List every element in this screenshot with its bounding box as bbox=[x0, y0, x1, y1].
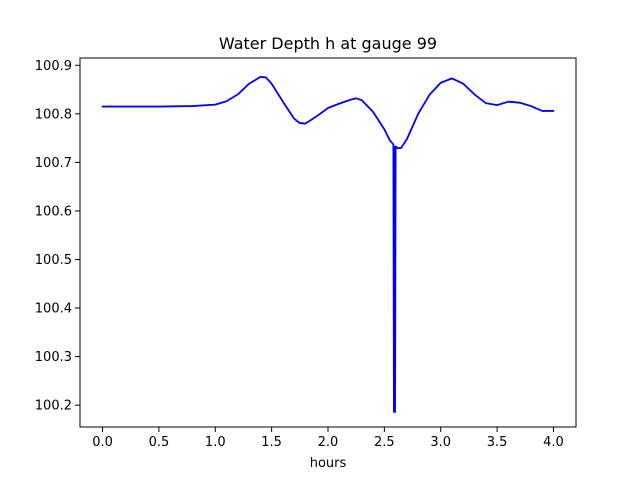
x-tick-label: 4.0 bbox=[543, 435, 564, 450]
x-tick-label: 1.5 bbox=[261, 435, 282, 450]
x-tick-label: 2.0 bbox=[318, 435, 339, 450]
y-tick-label: 100.7 bbox=[35, 156, 72, 171]
x-tick-label: 2.5 bbox=[374, 435, 395, 450]
y-tick-label: 100.3 bbox=[35, 350, 72, 365]
plot-series bbox=[101, 76, 555, 413]
y-tick-label: 100.5 bbox=[35, 253, 72, 268]
y-tick-label: 100.8 bbox=[35, 107, 72, 122]
y-tick-label: 100.4 bbox=[35, 302, 72, 317]
y-tick-label: 100.2 bbox=[35, 399, 72, 414]
x-tick-label: 3.0 bbox=[430, 435, 451, 450]
plot-area-frame bbox=[79, 57, 577, 428]
x-tick-label: 3.5 bbox=[487, 435, 508, 450]
x-axis-ticks: 0.0 0.5 1.0 1.5 2.0 2.5 3.0 3.5 4.0 bbox=[92, 427, 564, 450]
x-axis-label: hours bbox=[310, 456, 347, 471]
x-tick-label: 0.5 bbox=[149, 435, 170, 450]
y-tick-label: 100.9 bbox=[35, 59, 72, 74]
y-tick-label: 100.6 bbox=[35, 204, 72, 219]
chart-title: Water Depth h at gauge 99 bbox=[219, 34, 437, 53]
series-line bbox=[101, 76, 555, 413]
y-axis-ticks: 100.2 100.3 100.4 100.5 100.6 100.7 100.8 100.9 bbox=[35, 59, 80, 414]
x-tick-label: 0.0 bbox=[92, 435, 113, 450]
x-tick-label: 1.0 bbox=[205, 435, 226, 450]
